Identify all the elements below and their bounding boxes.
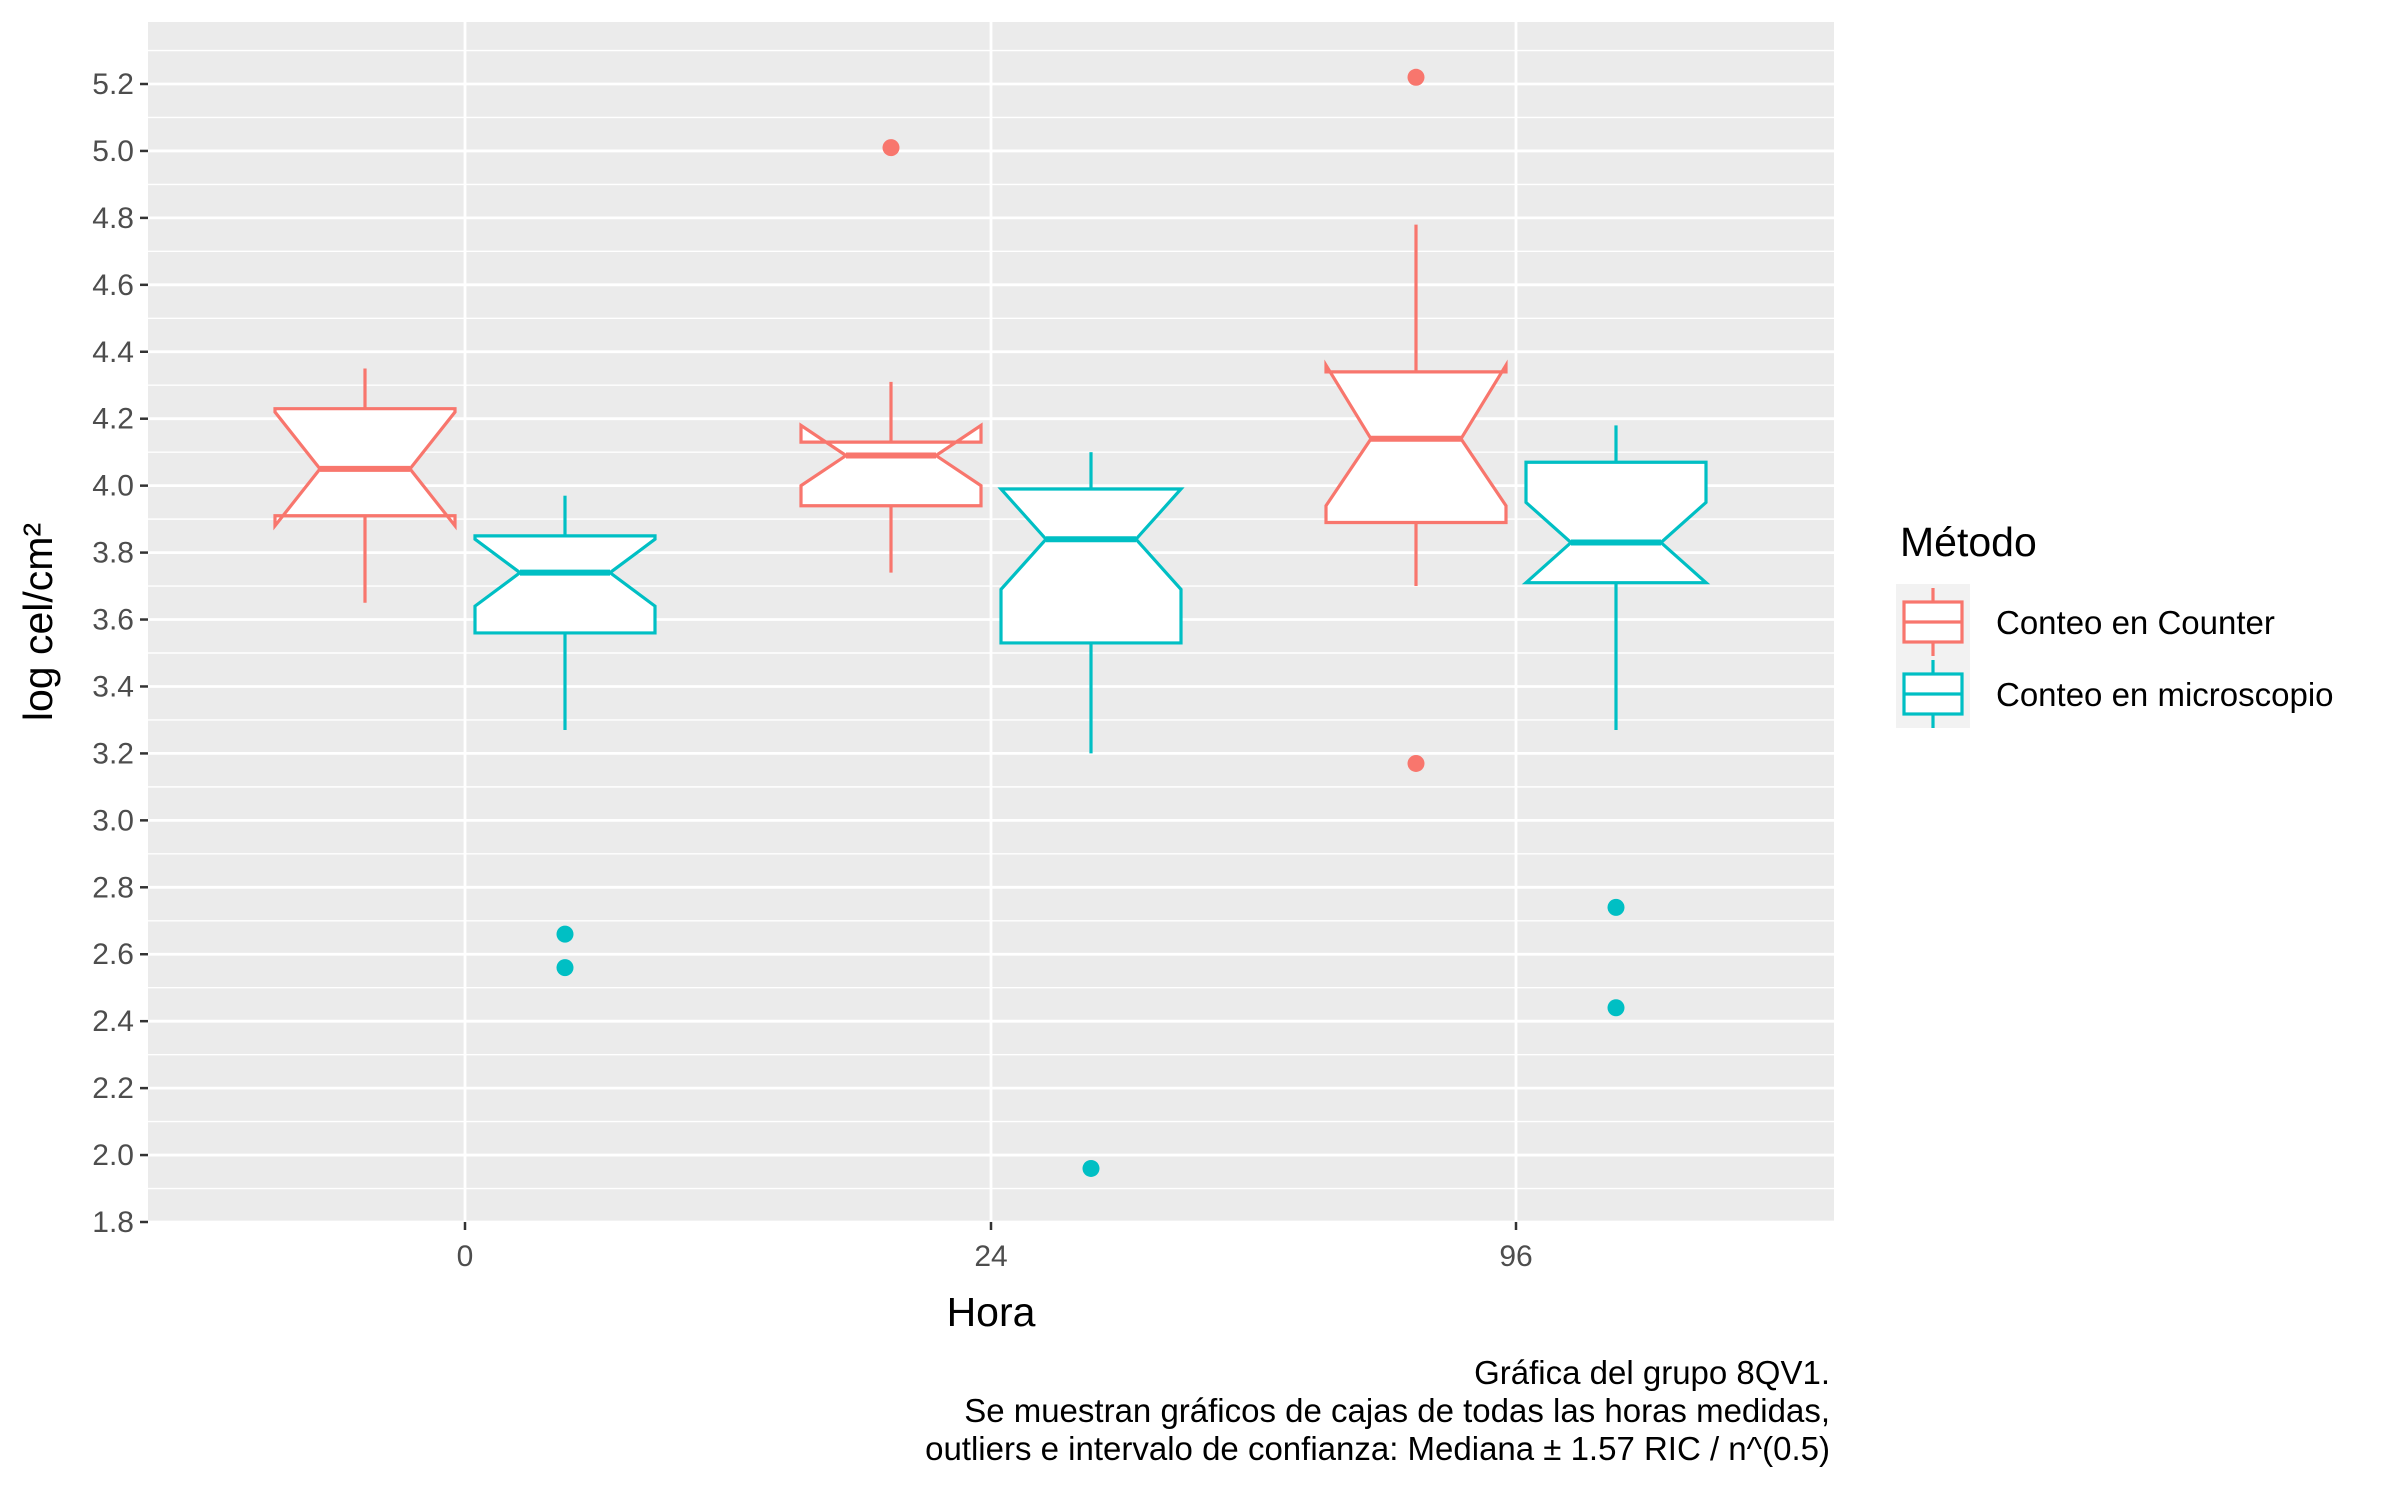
- series-microscopio: [473, 425, 1711, 1177]
- x-axis-title: Hora: [947, 1289, 1036, 1335]
- x-tick-label: 0: [457, 1240, 474, 1273]
- outlier-point: [1407, 754, 1425, 772]
- outlier-point: [1607, 898, 1625, 916]
- y-tick-label: 3.0: [92, 804, 134, 837]
- y-tick-label: 2.4: [92, 1005, 134, 1038]
- outlier-point: [556, 959, 574, 977]
- y-tick-label: 4.6: [92, 269, 134, 302]
- box-24: [799, 139, 983, 573]
- legend-key-counter: [1896, 584, 1970, 656]
- y-tick-label: 2.2: [92, 1072, 134, 1105]
- outlier-point: [1607, 999, 1625, 1017]
- y-tick-label: 2.0: [92, 1139, 134, 1172]
- caption-line-1: Gráfica del grupo 8QV1.: [1474, 1354, 1830, 1391]
- x-tick-label: 96: [1499, 1240, 1532, 1273]
- legend-title: Método: [1900, 519, 2037, 565]
- outlier-point: [1082, 1159, 1100, 1177]
- y-axis: 1.8 2.0 2.2 2.4 2.6 2.8 3.0 3.2 3.4 3.6 3.8 4.0 4.2 4…: [92, 68, 148, 1239]
- caption: Gráfica del grupo 8QV1. Se muestran gráf…: [925, 1354, 1830, 1467]
- y-tick-label: 5.2: [92, 68, 134, 101]
- legend-key-microscopio: [1896, 656, 1970, 728]
- y-tick-label: 4.8: [92, 202, 134, 235]
- box-96: [1324, 68, 1508, 772]
- y-tick-label: 2.8: [92, 871, 134, 904]
- notched-box: [997, 487, 1185, 645]
- legend-label-counter: Conteo en Counter: [1996, 604, 2275, 641]
- y-axis-title: log cel/cm²: [15, 523, 61, 721]
- y-tick-label: 3.8: [92, 537, 134, 570]
- y-tick-label: 4.4: [92, 336, 134, 369]
- caption-line-2: Se muestran gráficos de cajas de todas l…: [964, 1392, 1830, 1429]
- caption-line-3: outliers e intervalo de confianza: Media…: [925, 1430, 1830, 1467]
- box-96: [1521, 425, 1711, 1017]
- outlier-point: [556, 925, 574, 943]
- y-tick-label: 4.2: [92, 403, 134, 436]
- legend: Método Conteo en Counter Conteo en micro…: [1896, 519, 2334, 728]
- box-0: [273, 368, 457, 603]
- box-0: [473, 495, 657, 977]
- y-tick-label: 3.2: [92, 737, 134, 770]
- grid-major: [148, 22, 1834, 1224]
- outlier-point: [1407, 68, 1425, 86]
- y-tick-label: 3.6: [92, 604, 134, 637]
- x-tick-label: 24: [974, 1240, 1007, 1273]
- y-tick-label: 5.0: [92, 135, 134, 168]
- legend-label-microscopio: Conteo en microscopio: [1996, 676, 2334, 713]
- notched-box: [1324, 359, 1508, 525]
- x-axis: 0 24 96: [457, 1222, 1533, 1273]
- notched-box: [473, 534, 657, 635]
- series-counter: [273, 68, 1508, 772]
- y-tick-label: 4.0: [92, 470, 134, 503]
- outlier-point: [882, 139, 900, 157]
- notched-box: [799, 422, 983, 508]
- notched-box: [1521, 460, 1711, 585]
- y-tick-label: 1.8: [92, 1206, 134, 1239]
- legend-keys: [1896, 584, 1970, 728]
- box-24: [997, 452, 1185, 1177]
- boxes: [273, 68, 1711, 1177]
- y-tick-label: 3.4: [92, 670, 134, 703]
- y-tick-label: 2.6: [92, 938, 134, 971]
